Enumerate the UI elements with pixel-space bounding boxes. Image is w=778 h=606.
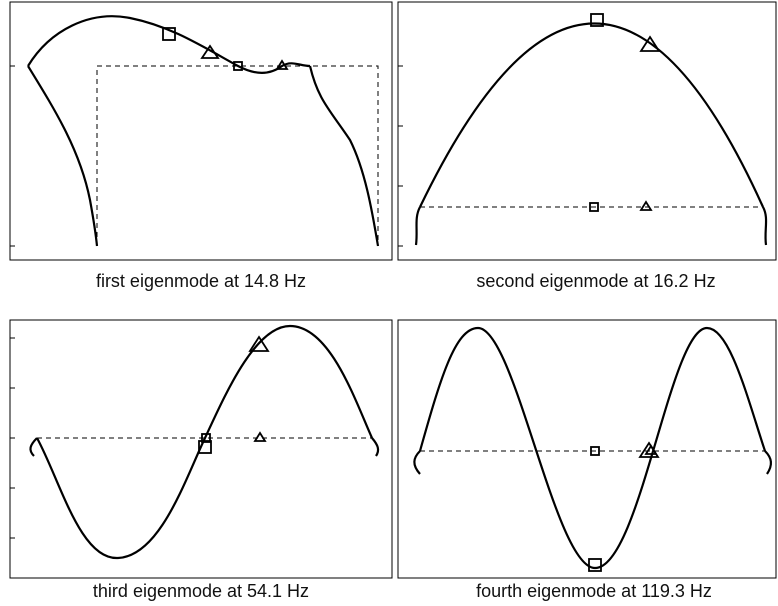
marker xyxy=(588,558,602,572)
mode-shape xyxy=(419,22,765,208)
frame xyxy=(9,319,393,579)
caption: first eigenmode at 14.8 Hz xyxy=(96,271,306,291)
mode-shape xyxy=(29,437,38,457)
frame xyxy=(397,1,777,261)
mode-shape xyxy=(36,324,374,560)
panel: third eigenmode at 54.1 Hz xyxy=(9,319,393,601)
marker xyxy=(198,440,212,454)
marker xyxy=(275,59,289,70)
marker xyxy=(253,431,267,442)
marker xyxy=(233,61,243,71)
marker xyxy=(590,13,604,27)
marker xyxy=(201,433,211,443)
marker xyxy=(639,200,653,211)
mode-shape xyxy=(764,450,772,475)
mode-shape xyxy=(27,15,311,74)
mode-shape xyxy=(371,437,380,457)
marker xyxy=(639,35,661,52)
marker xyxy=(590,446,600,456)
caption: fourth eigenmode at 119.3 Hz xyxy=(476,581,712,601)
marker xyxy=(644,444,658,455)
mode-shape xyxy=(418,326,767,570)
mode-shape xyxy=(308,65,380,247)
mode-shape xyxy=(414,206,421,246)
caption: second eigenmode at 16.2 Hz xyxy=(476,271,715,291)
marker xyxy=(589,202,599,212)
panel: second eigenmode at 16.2 Hz xyxy=(397,1,777,291)
frame xyxy=(9,1,393,261)
mode-shape xyxy=(413,450,421,475)
rest-shape xyxy=(96,65,379,246)
mode-shape xyxy=(762,206,768,246)
marker xyxy=(162,27,176,41)
marker xyxy=(200,44,220,59)
panel: fourth eigenmode at 119.3 Hz xyxy=(397,319,777,601)
mode-shape xyxy=(27,65,99,247)
marker xyxy=(248,335,270,352)
frame xyxy=(397,319,777,579)
caption: third eigenmode at 54.1 Hz xyxy=(93,581,309,601)
panel: first eigenmode at 14.8 Hz xyxy=(9,1,393,291)
